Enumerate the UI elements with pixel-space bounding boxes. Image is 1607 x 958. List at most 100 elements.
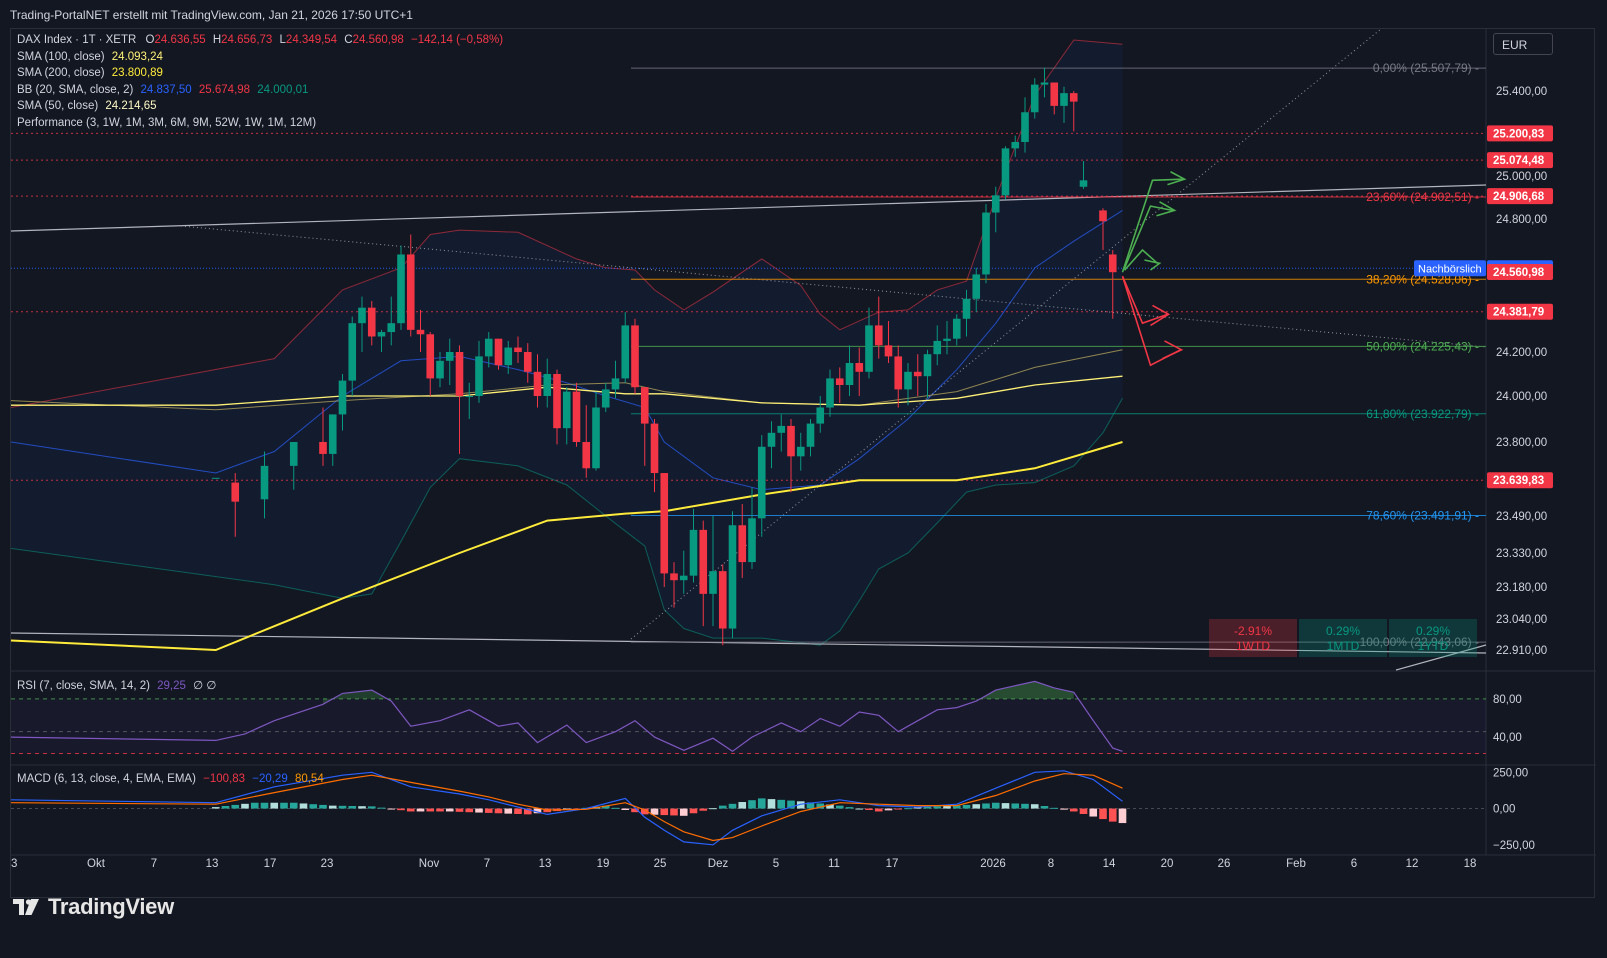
resistance-trendline	[10, 184, 1487, 232]
legend-bb-upper: 25.674,98	[198, 83, 251, 96]
candle-body	[1030, 84, 1039, 113]
price-axis-label: 24.200,00	[1496, 347, 1547, 359]
time-axis-label: Okt	[87, 858, 106, 870]
main-legend: DAX Index · 1T · XETR O24.636,55 H24.656…	[17, 32, 503, 132]
candle-body	[523, 352, 532, 372]
candle-body	[621, 325, 630, 379]
bb-fill	[11, 40, 1123, 646]
candle-body	[592, 407, 600, 469]
candle-body	[1040, 82, 1049, 85]
macd-hist-bar	[816, 803, 825, 809]
candles	[211, 67, 1117, 646]
candle-body	[660, 473, 669, 574]
chart-area[interactable]: 0,00% (25.507,79) - 23,60% (24.902,51) - 3…	[10, 28, 1596, 899]
macd-hist-bar	[865, 808, 873, 810]
macd-axis-label: −250,00	[1493, 840, 1535, 852]
macd-hist-bar	[640, 808, 649, 815]
tradingview-logo[interactable]: TradingView	[12, 892, 174, 922]
macd-hist-bar	[923, 806, 932, 809]
candle-body	[709, 571, 717, 594]
candle-body	[367, 307, 376, 337]
legend-performance-row[interactable]: Performance (3, 1W, 1M, 3M, 6M, 9M, 52W,…	[17, 115, 503, 132]
time-axis-label: 3	[11, 858, 17, 870]
macd-hist-bar	[904, 808, 912, 810]
time-axis-label: 26	[1218, 858, 1231, 870]
sma200-line	[10, 441, 1123, 652]
legend-sma50-row[interactable]: SMA (50, close) 24.214,65	[17, 98, 503, 115]
macd-hist-bar	[270, 802, 279, 809]
time-axis-label: 7	[151, 858, 157, 870]
legend-sma50-value: 24.214,65	[105, 100, 157, 113]
candle-body	[475, 356, 483, 396]
legend-performance-label: Performance (3, 1W, 1M, 3M, 6M, 9M, 52W,…	[17, 116, 317, 129]
candle-body	[572, 391, 581, 442]
rsi-band	[11, 698, 1486, 754]
chart-svg[interactable]: 0,00% (25.507,79) - 23,60% (24.902,51) - 3…	[10, 28, 1596, 899]
candle-body	[387, 323, 396, 333]
macd-hist-bar	[348, 806, 357, 809]
rsi-legend-label: RSI (7, close, SMA, 14, 2)	[17, 680, 150, 692]
legend-close: 24.560,98	[352, 34, 404, 46]
candle-body	[904, 371, 912, 390]
fibonacci-retracement: 0,00% (25.507,79) -23,60% (24.902,51) -3…	[631, 61, 1486, 649]
time-axis-label: 14	[1103, 858, 1116, 870]
bb-upper-line	[10, 39, 1123, 408]
legend-sma50-label: SMA (50, close)	[17, 100, 99, 113]
fib-level-label: 0,00% (25.507,79) -	[1373, 61, 1479, 75]
candle-body	[1011, 142, 1020, 149]
macd-hist-bar	[679, 808, 688, 816]
rsi-pane: 80,00 40,00	[10, 680, 1522, 755]
legend-bb-label: BB (20, SMA, close, 2)	[17, 83, 134, 96]
legend-symbol: DAX Index · 1T · XETR	[17, 34, 137, 46]
macd-hist-bar	[835, 805, 844, 809]
candle-body	[884, 345, 893, 357]
macd-hist-bar	[650, 808, 659, 815]
time-axis-label: Nov	[419, 858, 440, 870]
macd-hist-bar	[884, 808, 893, 811]
candle-body	[874, 325, 883, 346]
macd-hist-bar	[972, 804, 981, 809]
tradingview-wordmark: TradingView	[48, 894, 174, 919]
candle-body	[455, 352, 464, 396]
legend-o-label: O	[145, 34, 155, 46]
macd-legend[interactable]: MACD (6, 13, close, 4, EMA, EMA) −100,83…	[17, 771, 324, 788]
candle-body	[494, 338, 503, 366]
grid-lines	[11, 29, 1596, 856]
macd-hist-bar	[436, 808, 444, 812]
performance-value: -2.91%	[1234, 624, 1272, 638]
macd-hist-bar	[377, 807, 386, 809]
fib-level-label: 23,60% (24.902,51) -	[1366, 190, 1479, 204]
price-tag-bg	[1487, 303, 1553, 320]
candle-body	[426, 334, 435, 379]
candle-body	[416, 329, 425, 335]
candle-body	[650, 423, 659, 474]
macd-hist-bar	[689, 808, 698, 814]
candle-body	[358, 307, 366, 324]
candle-body	[406, 254, 415, 330]
legend-sma200-row[interactable]: SMA (200, close) 23.800,89	[17, 65, 503, 82]
time-axis-label: 13	[206, 858, 219, 870]
candle-body	[1099, 210, 1107, 222]
macd-hist-bar	[221, 806, 230, 809]
macd-hist-bar	[601, 805, 610, 809]
currency-selector[interactable]: EUR	[1493, 33, 1553, 55]
time-axis-label: 25	[654, 858, 667, 870]
macd-hist-bar	[494, 808, 503, 814]
rsi-axis-label: 40,00	[1493, 732, 1522, 744]
legend-sma100-row[interactable]: SMA (100, close) 24.093,24	[17, 49, 503, 66]
top-bar: Trading-PortalNET erstellt mit TradingVi…	[0, 0, 1607, 28]
macd-hist-bar	[894, 808, 903, 810]
bb-lower-line	[10, 398, 1123, 646]
bull-arrow-2	[1123, 205, 1173, 269]
candle-body	[689, 529, 698, 576]
macd-hist-bar	[933, 806, 942, 809]
macd-hist-bar	[1030, 804, 1039, 809]
macd-hist-bar	[767, 799, 776, 809]
legend-bb-row[interactable]: BB (20, SMA, close, 2) 24.837,50 25.674,…	[17, 82, 503, 99]
macd-hist-bar	[416, 808, 425, 812]
macd-hist-bar	[1079, 808, 1088, 814]
legend-l-label: L	[279, 34, 286, 46]
candle-body	[699, 529, 708, 594]
macd-hist-bar	[738, 802, 747, 809]
rsi-legend[interactable]: RSI (7, close, SMA, 14, 2) 29,25 ∅ ∅	[17, 678, 216, 695]
